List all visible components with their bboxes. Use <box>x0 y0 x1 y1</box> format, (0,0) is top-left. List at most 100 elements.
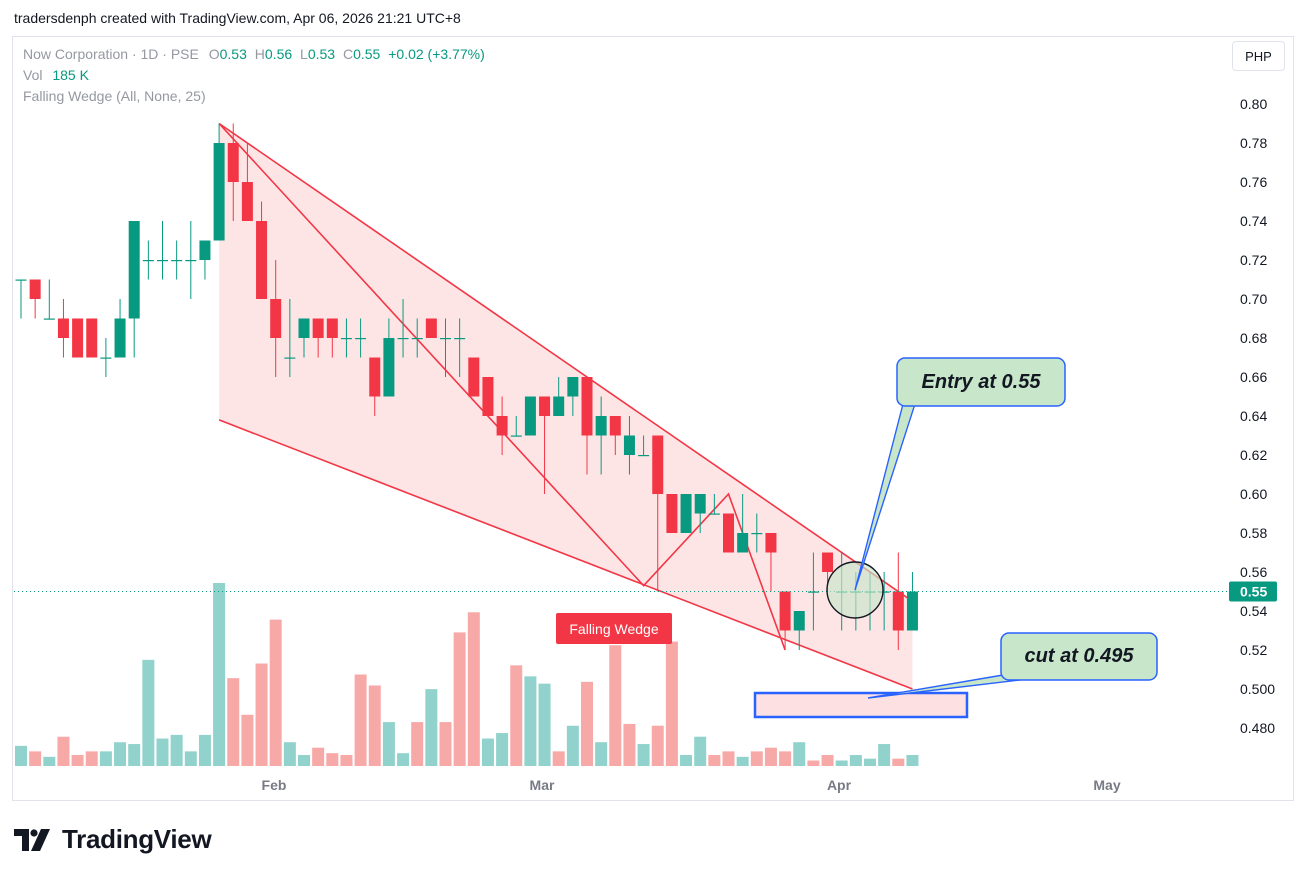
high-label: H <box>254 46 265 62</box>
candle <box>256 201 268 299</box>
currency-button[interactable]: PHP <box>1232 41 1285 71</box>
time-axis: Feb Mar Apr May <box>262 777 1121 793</box>
candle <box>440 318 451 377</box>
candle-body <box>751 533 763 535</box>
volume-bar <box>524 676 537 766</box>
candle <box>142 240 154 280</box>
volume-bar <box>142 659 155 766</box>
price-tick-label: 0.74 <box>1240 213 1267 229</box>
volume-bar <box>128 744 141 766</box>
tradingview-brand[interactable]: TradingView <box>14 824 212 855</box>
low-value: 0.53 <box>307 46 336 62</box>
month-tick-label: Apr <box>827 777 852 793</box>
cut-callout-box <box>1000 632 1158 681</box>
cut-callout: cut at 0.495 <box>867 632 1158 699</box>
candle-body <box>666 494 678 533</box>
candle <box>510 416 522 437</box>
candle <box>128 221 140 358</box>
volume-bar <box>283 742 296 766</box>
candle <box>284 299 296 377</box>
wedge-lower-line <box>218 419 913 690</box>
volume-bar <box>114 742 127 766</box>
high-value: 0.56 <box>264 46 293 62</box>
candle-body <box>369 357 381 397</box>
candle <box>369 357 381 416</box>
volume-bar <box>764 747 777 766</box>
price-tick-label: 0.54 <box>1240 603 1267 619</box>
candle-body <box>468 357 480 397</box>
volume-bar <box>821 755 834 766</box>
volume-bar <box>779 751 792 766</box>
candle <box>340 318 352 358</box>
candle-body <box>906 591 918 631</box>
candle-body <box>86 318 98 358</box>
candle <box>539 396 551 494</box>
candle-body <box>411 338 423 340</box>
candle-body <box>779 591 791 631</box>
volume-bar <box>481 738 494 766</box>
candle-body <box>227 143 239 182</box>
volume-bar <box>581 681 593 766</box>
candle-body <box>440 338 451 340</box>
candle <box>496 396 508 455</box>
symbol-name[interactable]: Now Corporation · 1D · PSE <box>23 46 199 62</box>
candle <box>227 123 239 221</box>
volume-bar <box>411 722 424 766</box>
candle-body <box>595 416 607 436</box>
volume-bar <box>722 751 735 766</box>
candle <box>270 260 282 377</box>
candle <box>708 494 720 515</box>
candle-body <box>355 338 367 340</box>
candle-body <box>737 533 749 553</box>
volume-bar <box>835 760 848 766</box>
candle-body <box>241 182 253 221</box>
price-tick-label: 0.76 <box>1240 174 1267 190</box>
candle-body <box>652 435 664 494</box>
candle-body <box>892 591 904 631</box>
candle <box>199 240 211 280</box>
legend-ohlc-row: Now Corporation · 1D · PSE O0.53 H0.56 L… <box>23 44 485 65</box>
volume-bar <box>892 758 905 766</box>
price-axis: 0.80 0.78 0.76 0.74 0.72 0.70 0.68 0.66 0.64 0.62… <box>1229 96 1277 736</box>
candle-body <box>383 338 395 397</box>
volume-bar <box>57 736 70 766</box>
volume-bar <box>651 725 664 766</box>
candle-body <box>213 143 225 241</box>
pattern-label: Falling Wedge <box>556 613 672 644</box>
candle <box>609 416 621 455</box>
volume-bar <box>368 685 381 766</box>
candle <box>906 572 918 631</box>
candle-body <box>581 377 593 436</box>
pattern-label-box <box>556 613 672 644</box>
volume-bar <box>43 756 56 766</box>
volume-label[interactable]: Vol <box>23 67 43 83</box>
candle-body <box>284 357 296 359</box>
candle-body <box>57 318 69 338</box>
candle <box>524 396 536 436</box>
candle-body <box>822 552 834 572</box>
volume-bar <box>566 725 579 766</box>
candle <box>397 299 409 358</box>
volume-bar <box>326 753 339 766</box>
month-tick-label: Mar <box>530 777 555 793</box>
indicator-label[interactable]: Falling Wedge (All, None, 25) <box>23 88 206 104</box>
candle-body <box>539 396 551 416</box>
candle <box>482 377 494 416</box>
volume-value: 185 K <box>52 67 89 83</box>
cut-callout-text: cut at 0.495 <box>1025 645 1135 667</box>
candle <box>892 552 904 650</box>
candle <box>694 494 706 533</box>
tradingview-logo-icon <box>14 828 50 851</box>
candle <box>553 377 565 416</box>
entry-callout-box <box>896 357 1066 407</box>
candle-body <box>142 260 154 262</box>
candle <box>213 123 225 241</box>
candle-body <box>510 435 522 437</box>
volume-bar <box>637 744 650 766</box>
volume-bar <box>680 755 693 766</box>
volume-bars <box>15 583 919 766</box>
candle-body <box>638 455 650 457</box>
candle-body <box>765 533 777 553</box>
volume-bar <box>510 665 523 766</box>
